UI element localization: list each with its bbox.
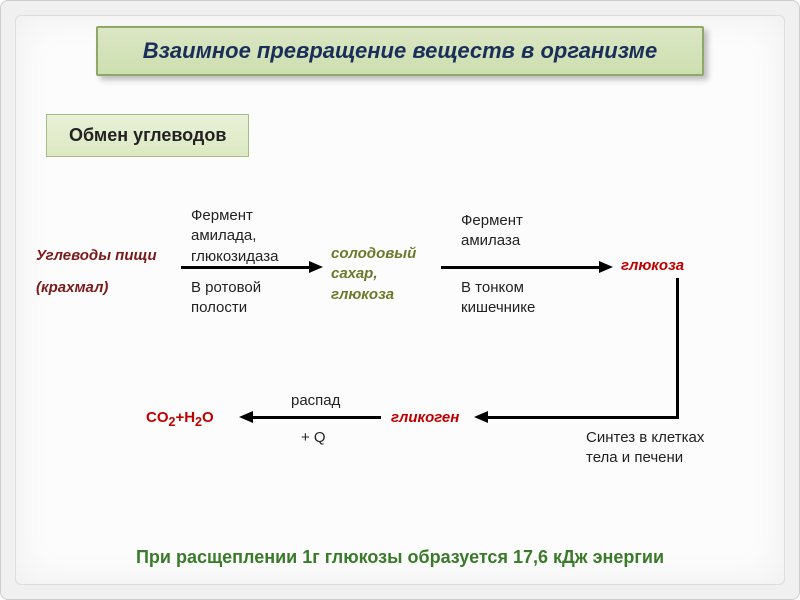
bottom-note: При расщеплении 1г глюкозы образуется 17… <box>56 547 744 568</box>
subtitle-box: Обмен углеводов <box>46 114 249 157</box>
malt-line3: глюкоза <box>331 285 416 305</box>
carbs-food-line2: (крахмал) <box>36 278 157 298</box>
arrow-1-head <box>309 261 323 273</box>
title-banner: Взаимное превращение веществ в организме <box>96 26 704 76</box>
carbs-food-line1: Углеводы пищи <box>36 246 157 266</box>
decay-top: распад <box>291 391 340 411</box>
node-glucose: глюкоза <box>621 256 684 276</box>
bottom-note-text: При расщеплении 1г глюкозы образуется 17… <box>136 547 664 567</box>
enzyme2-bottom: В тонком кишечнике <box>461 278 571 319</box>
node-malt-sugar: солодовый сахар, глюкоза <box>331 244 416 305</box>
co2-co: CO <box>146 409 169 426</box>
node-co2h2o: CO2+H2O <box>146 408 214 431</box>
arrow-3-horiz <box>486 416 679 419</box>
h2-sub: 2 <box>195 415 202 429</box>
slide-inner-frame: Взаимное превращение веществ в организме… <box>15 15 785 585</box>
arrow-4-head <box>239 411 253 423</box>
node-glycogen: гликоген <box>391 408 459 428</box>
synthesis-label: Синтез в клетках тела и печени <box>586 428 721 469</box>
malt-line1: солодовый <box>331 244 416 264</box>
subtitle-text: Обмен углеводов <box>69 125 226 145</box>
arrow-2-line <box>441 266 601 269</box>
enzyme1-top: Фермент амилада, глюкозидаза <box>191 206 311 267</box>
arrow-2-head <box>599 261 613 273</box>
arrow-3-head <box>474 411 488 423</box>
decay-bottom: + Q <box>301 428 326 448</box>
arrow-4-line <box>251 416 381 419</box>
node-carbs-food: Углеводы пищи (крахмал) <box>36 246 157 299</box>
enzyme2-top: Фермент амилаза <box>461 211 561 252</box>
enzyme1-bottom: В ротовой полости <box>191 278 301 319</box>
arrow-1-line <box>181 266 311 269</box>
title-text: Взаимное превращение веществ в организме <box>143 38 657 63</box>
malt-line2: сахар, <box>331 264 416 284</box>
o-tail: O <box>202 409 214 426</box>
slide-outer-frame: Взаимное превращение веществ в организме… <box>0 0 800 600</box>
plus-h: +H <box>175 409 195 426</box>
arrow-3-vert <box>676 278 679 418</box>
